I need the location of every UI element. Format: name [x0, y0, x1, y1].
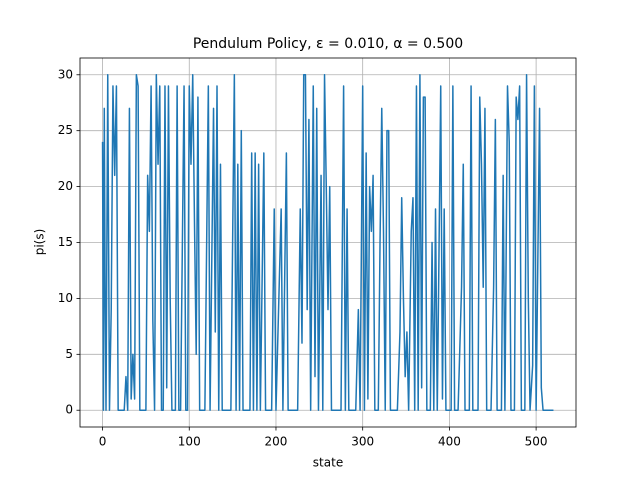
y-tick-label: 20 [58, 179, 73, 193]
x-tick-label: 0 [99, 435, 107, 449]
chart-title: Pendulum Policy, ε = 0.010, α = 0.500 [193, 36, 463, 52]
x-tick-label: 200 [265, 435, 288, 449]
y-tick-label: 15 [58, 235, 73, 249]
x-tick-label: 500 [525, 435, 548, 449]
y-tick-label: 0 [65, 403, 73, 417]
y-tick-label: 30 [58, 67, 73, 81]
x-tick-label: 300 [351, 435, 374, 449]
plot-frame [79, 57, 577, 428]
y-tick-label: 25 [58, 123, 73, 137]
y-tick-label: 10 [58, 291, 73, 305]
x-axis-label: state [313, 456, 343, 470]
y-tick-label: 5 [65, 347, 73, 361]
data-line [101, 74, 554, 411]
y-axis-label: pi(s) [33, 229, 47, 256]
x-tick-label: 400 [438, 435, 461, 449]
x-tick-label: 100 [178, 435, 201, 449]
